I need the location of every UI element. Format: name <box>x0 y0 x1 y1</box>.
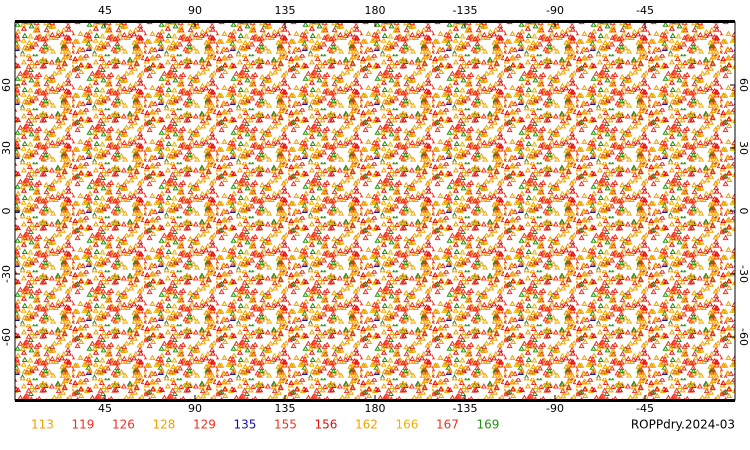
y-tick-label-right: 60 <box>737 78 750 92</box>
y-tick-label-left: 0 <box>0 208 13 215</box>
y-tick-label-right: -60 <box>737 328 750 346</box>
y-tick-label-left: 30 <box>0 141 13 155</box>
x-tick-label-bottom: 45 <box>98 402 112 415</box>
legend-entry: 113 <box>31 418 54 432</box>
frame-top-bar <box>15 20 735 23</box>
x-tick-label-bottom: -135 <box>453 402 478 415</box>
x-tick-label-bottom: -90 <box>546 402 564 415</box>
y-tick-label-right: 0 <box>737 208 750 215</box>
x-tick-label-bottom: 180 <box>365 402 386 415</box>
y-tick-label-left: -30 <box>0 265 13 283</box>
x-tick-label-top: 90 <box>188 4 202 17</box>
x-tick-label-top: -135 <box>453 4 478 17</box>
y-tick-label-left: -60 <box>0 328 13 346</box>
legend-entry: 129 <box>193 418 216 432</box>
legend-entry: 167 <box>436 418 459 432</box>
legend: 113 119 126 128 129 135 155 156 162 166 167 169 <box>31 418 499 432</box>
observation-texture <box>15 22 735 400</box>
y-tick-label-right: -30 <box>737 265 750 283</box>
legend-entry: 155 <box>274 418 297 432</box>
legend-entry: 128 <box>153 418 176 432</box>
x-tick-label-top: 45 <box>98 4 112 17</box>
legend-entry: 135 <box>234 418 257 432</box>
frame-bottom-bar <box>15 399 735 402</box>
x-tick-label-top: 135 <box>275 4 296 17</box>
legend-entry: 156 <box>315 418 338 432</box>
x-tick-label-bottom: 90 <box>188 402 202 415</box>
legend-entry: 119 <box>72 418 95 432</box>
x-tick-label-top: 180 <box>365 4 386 17</box>
legend-entry: 126 <box>112 418 135 432</box>
legend-entry: 166 <box>396 418 419 432</box>
x-tick-label-top: -90 <box>546 4 564 17</box>
x-tick-label-bottom: -45 <box>636 402 654 415</box>
chart-title: ROPPdry.2024-03 <box>631 418 735 432</box>
y-tick-label-left: 60 <box>0 78 13 92</box>
x-tick-label-top: -45 <box>636 4 654 17</box>
legend-entry: 169 <box>477 418 500 432</box>
x-tick-label-bottom: 135 <box>275 402 296 415</box>
y-tick-label-right: 30 <box>737 141 750 155</box>
legend-entry: 162 <box>355 418 378 432</box>
